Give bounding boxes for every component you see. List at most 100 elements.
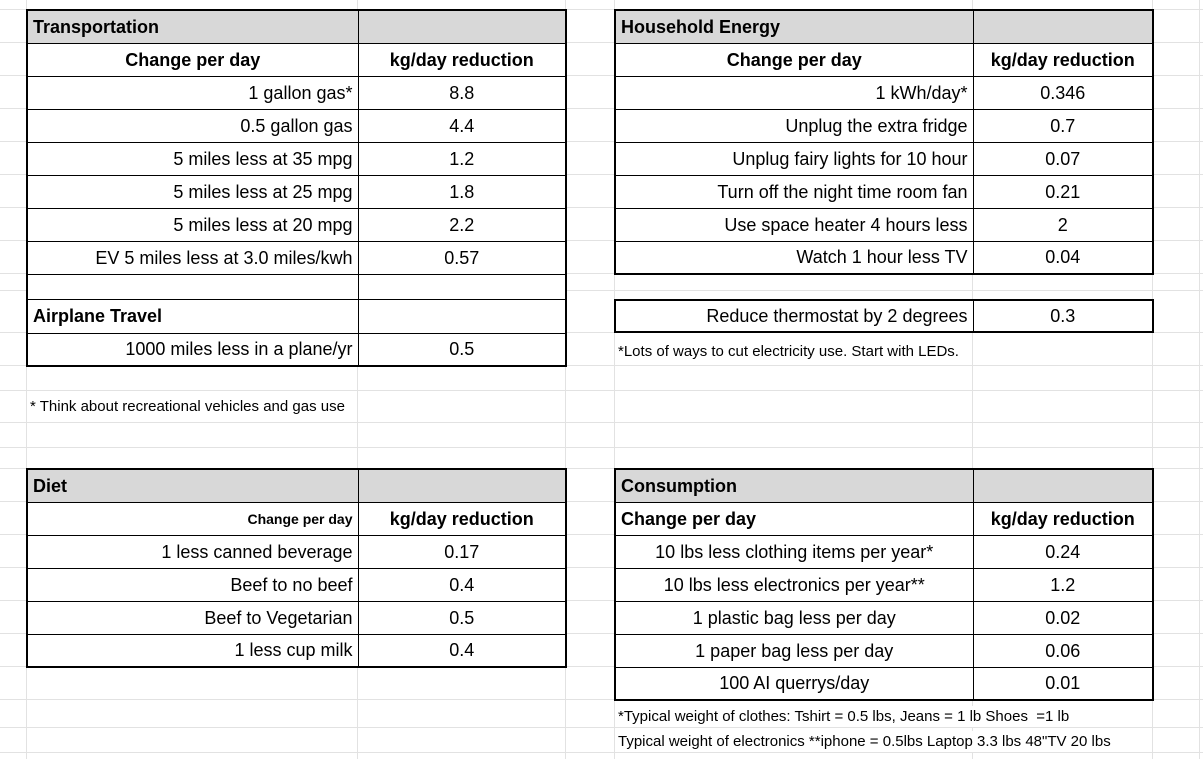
- gridline: [0, 447, 1203, 448]
- cell-change-label[interactable]: 5 miles less at 35 mpg: [26, 141, 359, 176]
- cell-change-label[interactable]: 1 less cup milk: [26, 633, 359, 668]
- table-row: 1 gallon gas* 8.8: [26, 75, 567, 110]
- gridline: [0, 666, 1203, 667]
- table-row: Change per day kg/day reduction: [614, 501, 1154, 536]
- column-header-change[interactable]: Change per day: [614, 501, 974, 536]
- cell-reduction-value[interactable]: 0.01: [972, 666, 1154, 701]
- cell-change-label[interactable]: 10 lbs less clothing items per year*: [614, 534, 974, 569]
- table-title-cell[interactable]: Household Energy: [614, 9, 974, 44]
- column-header-reduction[interactable]: kg/day reduction: [357, 501, 567, 536]
- cell-reduction-value[interactable]: 0.07: [972, 141, 1154, 176]
- cell-reduction-value[interactable]: 1.8: [357, 174, 567, 209]
- gridline: [0, 365, 1203, 366]
- subsection-title-cell[interactable]: Airplane Travel: [26, 298, 359, 334]
- cell-change-label[interactable]: 5 miles less at 20 mpg: [26, 207, 359, 242]
- cell-reduction-value[interactable]: 2: [972, 207, 1154, 242]
- table-row: 1 less cup milk 0.4: [26, 633, 567, 668]
- cell-empty[interactable]: [357, 298, 567, 334]
- gridline: [0, 699, 1203, 700]
- cell-reduction-value[interactable]: 4.4: [357, 108, 567, 143]
- table-title-cell[interactable]: Diet: [26, 468, 359, 503]
- gridline: [614, 0, 615, 759]
- cell-change-label[interactable]: Turn off the night time room fan: [614, 174, 974, 209]
- cell-change-label[interactable]: 5 miles less at 25 mpg: [26, 174, 359, 209]
- cell-change-label[interactable]: Reduce thermostat by 2 degrees: [614, 299, 974, 333]
- table-row: 10 lbs less electronics per year** 1.2: [614, 567, 1154, 602]
- table-title-cell[interactable]: Transportation: [26, 9, 359, 44]
- cell-reduction-value[interactable]: 0.17: [357, 534, 567, 569]
- consumption-table: Consumption Change per day kg/day reduct…: [614, 468, 1154, 701]
- cell-reduction-value[interactable]: 0.5: [357, 332, 567, 367]
- table-row: 5 miles less at 25 mpg 1.8: [26, 174, 567, 209]
- table-row: Unplug fairy lights for 10 hour 0.07: [614, 141, 1154, 176]
- cell-reduction-value[interactable]: 0.5: [357, 600, 567, 635]
- column-header-reduction[interactable]: kg/day reduction: [972, 42, 1154, 77]
- cell-change-label[interactable]: Watch 1 hour less TV: [614, 240, 974, 275]
- cell-change-label[interactable]: Unplug fairy lights for 10 hour: [614, 141, 974, 176]
- table-title-fill-cell[interactable]: [972, 9, 1154, 44]
- cell-change-label[interactable]: 1 kWh/day*: [614, 75, 974, 110]
- gridline: [1199, 0, 1200, 759]
- table-row: EV 5 miles less at 3.0 miles/kwh 0.57: [26, 240, 567, 275]
- consumption-footnote-clothes[interactable]: *Typical weight of clothes: Tshirt = 0.5…: [618, 706, 1070, 727]
- cell-change-label[interactable]: Beef to Vegetarian: [26, 600, 359, 635]
- column-header-reduction[interactable]: kg/day reduction: [357, 42, 567, 77]
- cell-change-label[interactable]: 1 paper bag less per day: [614, 633, 974, 668]
- column-header-change[interactable]: Change per day: [614, 42, 974, 77]
- table-row: Diet: [26, 468, 567, 503]
- cell-change-label[interactable]: 1 gallon gas*: [26, 75, 359, 110]
- cell-reduction-value[interactable]: 0.04: [972, 240, 1154, 275]
- cell-change-label[interactable]: Use space heater 4 hours less: [614, 207, 974, 242]
- gridline: [357, 0, 358, 759]
- cell-reduction-value[interactable]: 0.7: [972, 108, 1154, 143]
- cell-reduction-value[interactable]: 0.3: [972, 299, 1154, 333]
- cell-reduction-value[interactable]: 0.24: [972, 534, 1154, 569]
- consumption-footnote-electronics[interactable]: Typical weight of electronics **iphone =…: [618, 731, 1111, 752]
- gridline: [0, 567, 1203, 568]
- table-title-cell[interactable]: Consumption: [614, 468, 974, 503]
- cell-change-label[interactable]: 10 lbs less electronics per year**: [614, 567, 974, 602]
- cell-reduction-value[interactable]: 8.8: [357, 75, 567, 110]
- cell-change-label[interactable]: 0.5 gallon gas: [26, 108, 359, 143]
- household-energy-footnote[interactable]: *Lots of ways to cut electricity use. St…: [618, 341, 959, 362]
- cell-reduction-value[interactable]: 0.06: [972, 633, 1154, 668]
- column-header-reduction[interactable]: kg/day reduction: [972, 501, 1154, 536]
- cell-reduction-value[interactable]: 0.346: [972, 75, 1154, 110]
- gridline: [0, 752, 1203, 753]
- gridline: [0, 633, 1203, 634]
- gridline: [0, 468, 1203, 469]
- table-title-fill-cell[interactable]: [357, 468, 567, 503]
- table-title-fill-cell[interactable]: [972, 468, 1154, 503]
- transportation-footnote[interactable]: * Think about recreational vehicles and …: [30, 396, 345, 417]
- cell-reduction-value[interactable]: 0.02: [972, 600, 1154, 635]
- table-row: Turn off the night time room fan 0.21: [614, 174, 1154, 209]
- cell-change-label[interactable]: 100 AI querrys/day: [614, 666, 974, 701]
- cell-change-label[interactable]: Unplug the extra fridge: [614, 108, 974, 143]
- gridline: [0, 332, 1203, 333]
- cell-reduction-value[interactable]: 1.2: [357, 141, 567, 176]
- cell-reduction-value[interactable]: 0.4: [357, 567, 567, 602]
- table-row: Airplane Travel: [26, 298, 567, 334]
- column-header-change[interactable]: Change per day: [26, 501, 359, 536]
- cell-change-label[interactable]: 1 less canned beverage: [26, 534, 359, 569]
- cell-change-label[interactable]: 1 plastic bag less per day: [614, 600, 974, 635]
- cell-change-label[interactable]: 1000 miles less in a plane/yr: [26, 332, 359, 367]
- cell-reduction-value[interactable]: 0.4: [357, 633, 567, 668]
- gridline: [1152, 0, 1153, 759]
- table-row-empty: [26, 273, 567, 300]
- column-header-change[interactable]: Change per day: [26, 42, 359, 77]
- cell-change-label[interactable]: Beef to no beef: [26, 567, 359, 602]
- table-row: 1000 miles less in a plane/yr 0.5: [26, 332, 567, 367]
- cell-change-label[interactable]: EV 5 miles less at 3.0 miles/kwh: [26, 240, 359, 275]
- cell-reduction-value[interactable]: 0.21: [972, 174, 1154, 209]
- cell-reduction-value[interactable]: 0.57: [357, 240, 567, 275]
- cell-reduction-value[interactable]: 2.2: [357, 207, 567, 242]
- table-title-fill-cell[interactable]: [357, 9, 567, 44]
- table-row: 1 kWh/day* 0.346: [614, 75, 1154, 110]
- cell-empty[interactable]: [357, 273, 567, 300]
- cell-empty[interactable]: [26, 273, 359, 300]
- cell-reduction-value[interactable]: 1.2: [972, 567, 1154, 602]
- gridline: [0, 108, 1203, 109]
- table-row: Reduce thermostat by 2 degrees 0.3: [614, 299, 1154, 333]
